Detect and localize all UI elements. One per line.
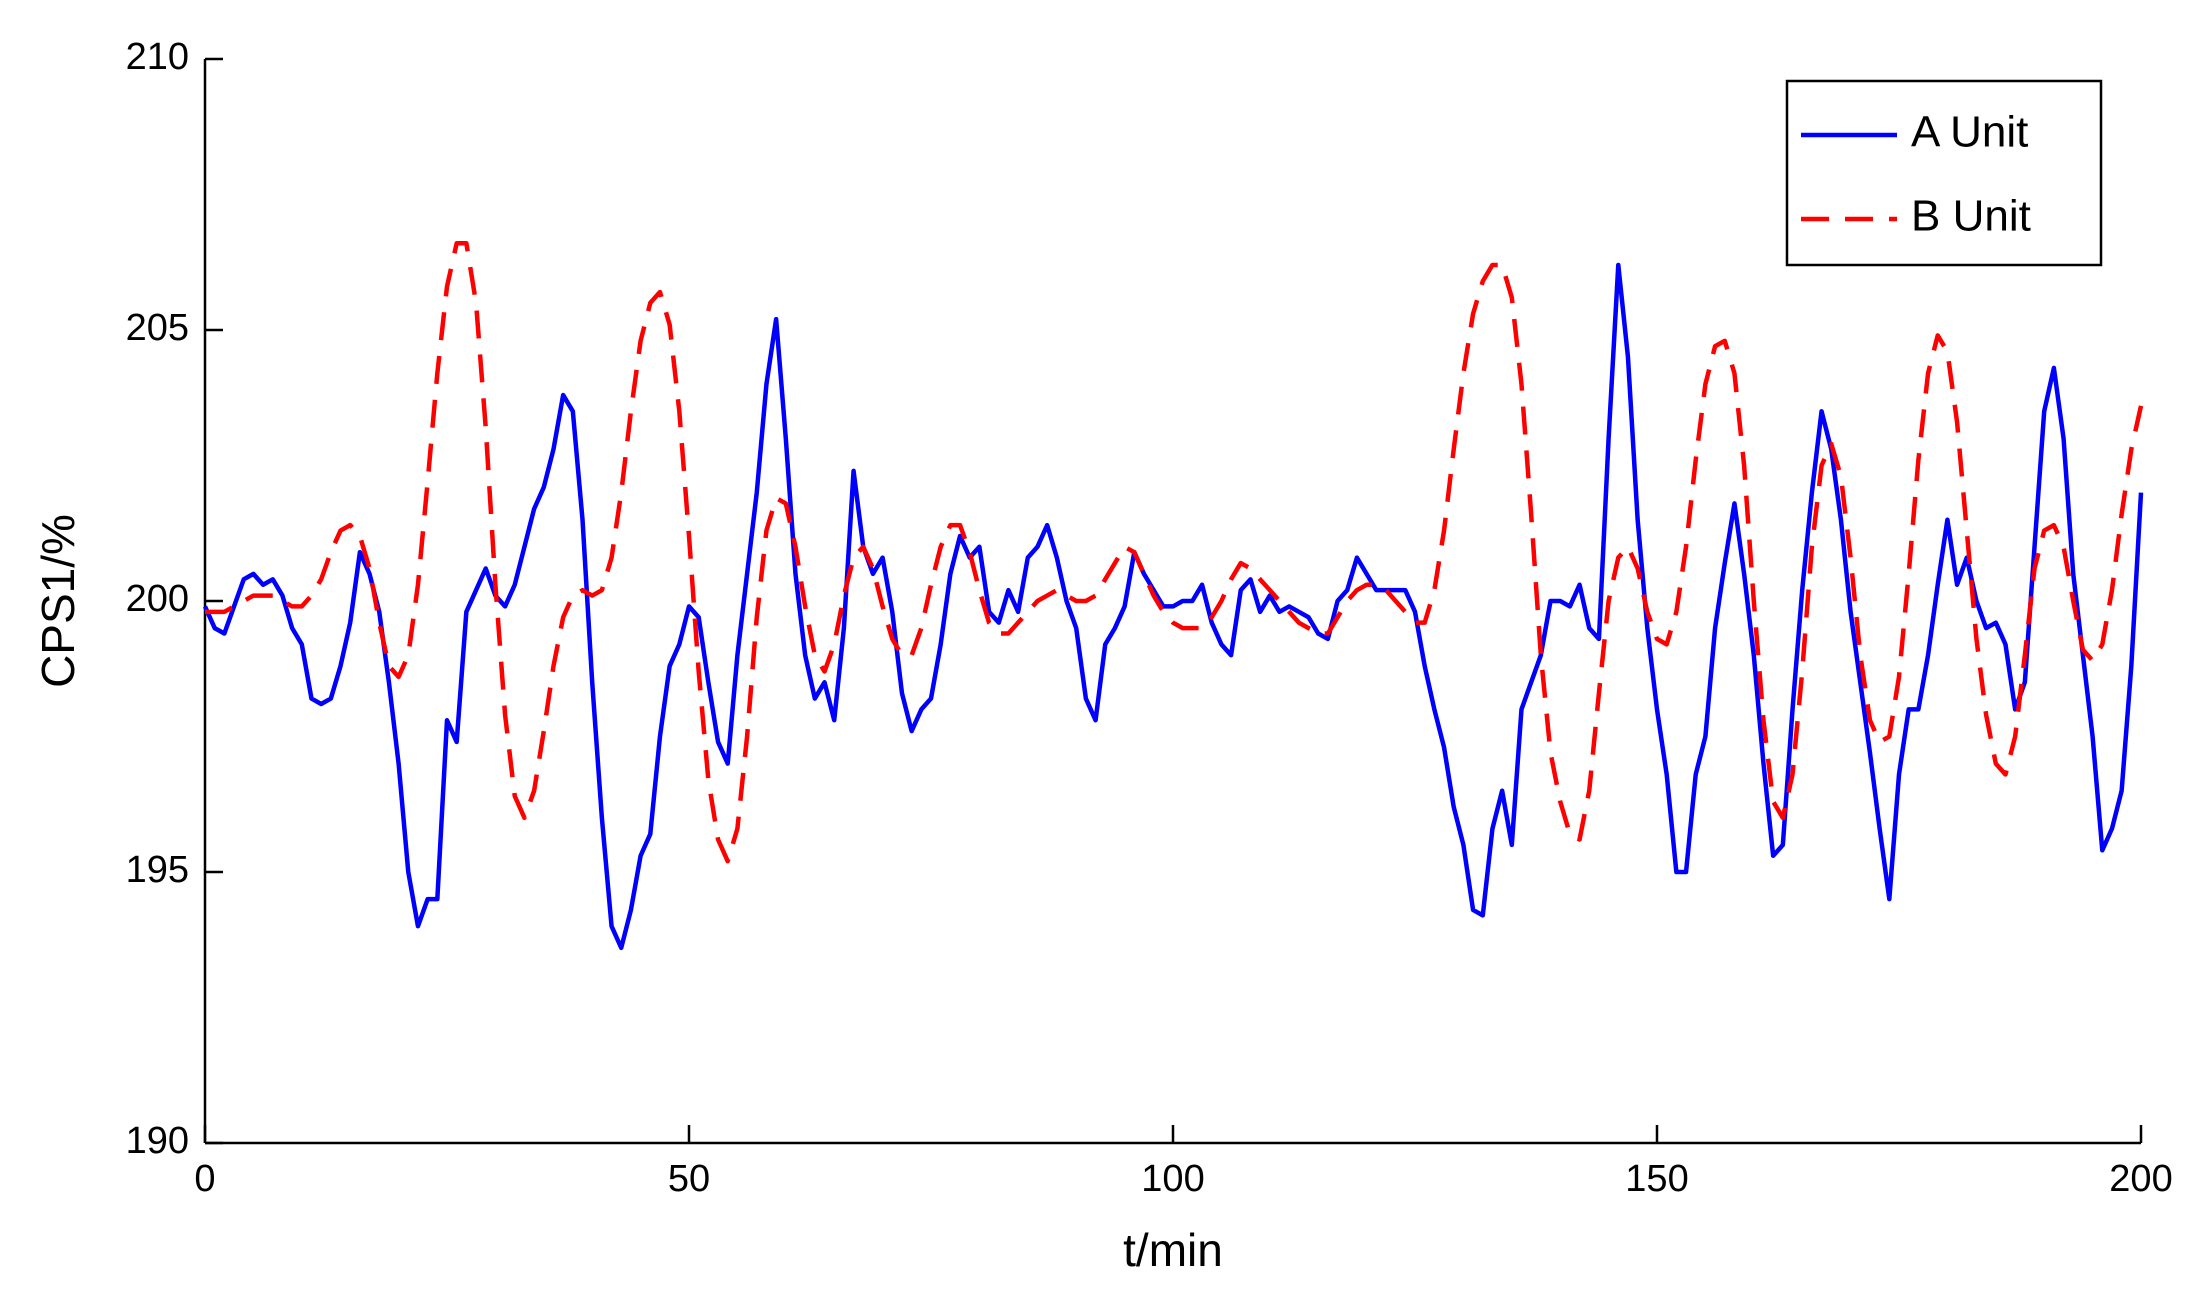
legend-box — [1785, 79, 2103, 267]
x-axis-label: t/min — [1123, 1224, 1223, 1276]
x-tick-label: 100 — [1141, 1158, 1204, 1200]
line-series — [205, 241, 2144, 864]
x-tick-label: 150 — [1625, 1158, 1688, 1200]
y-tick-label: 190 — [126, 1120, 189, 1162]
y-tick-label: 195 — [126, 849, 189, 891]
x-tick-label: 50 — [668, 1158, 710, 1200]
x-tick-label: 0 — [194, 1158, 215, 1200]
y-tick-label: 210 — [126, 36, 189, 78]
legend-label: B Unit — [1911, 192, 2031, 241]
x-tick-label: 200 — [2109, 1158, 2172, 1200]
y-axis-label: CPS1/% — [32, 514, 84, 688]
legend: A Unit B Unit — [1785, 79, 2103, 267]
y-tick-label: 200 — [126, 578, 189, 620]
line-series — [202, 262, 2144, 951]
y-tick-label: 205 — [126, 307, 189, 349]
legend-label: A Unit — [1911, 108, 2028, 157]
